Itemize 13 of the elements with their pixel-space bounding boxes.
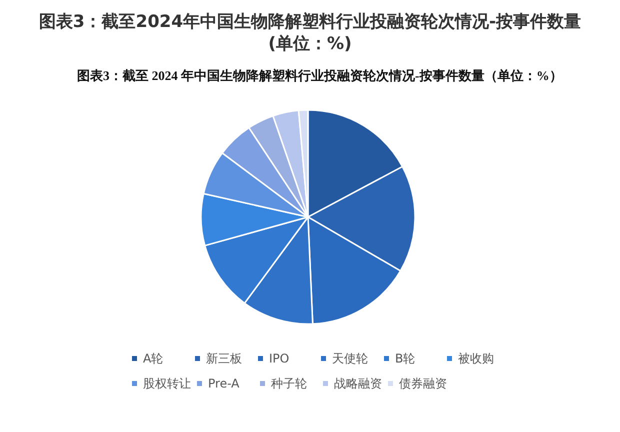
legend-label: 天使轮 [332, 352, 368, 366]
legend-label: 战略融资 [334, 376, 382, 390]
legend-label: 被收购 [458, 352, 494, 366]
legend-label: A轮 [143, 352, 164, 366]
legend-label: 债券融资 [399, 376, 447, 390]
legend-label: 种子轮 [271, 376, 307, 390]
legend-label: IPO [269, 352, 290, 366]
legend-label: B轮 [395, 352, 416, 366]
legend-label: 股权转让 [143, 376, 191, 390]
legend-label: 新三板 [206, 352, 242, 366]
chart-title: 图表3：截至2024年中国生物降解塑料行业投融资轮次情况-按事件数量(单位：%) [38, 11, 582, 54]
legend-label: Pre-A [208, 376, 240, 390]
chart-subtitle: 图表3：截至 2024 年中国生物降解塑料行业投融资轮次情况-按事件数量（单位：%） [77, 68, 562, 83]
